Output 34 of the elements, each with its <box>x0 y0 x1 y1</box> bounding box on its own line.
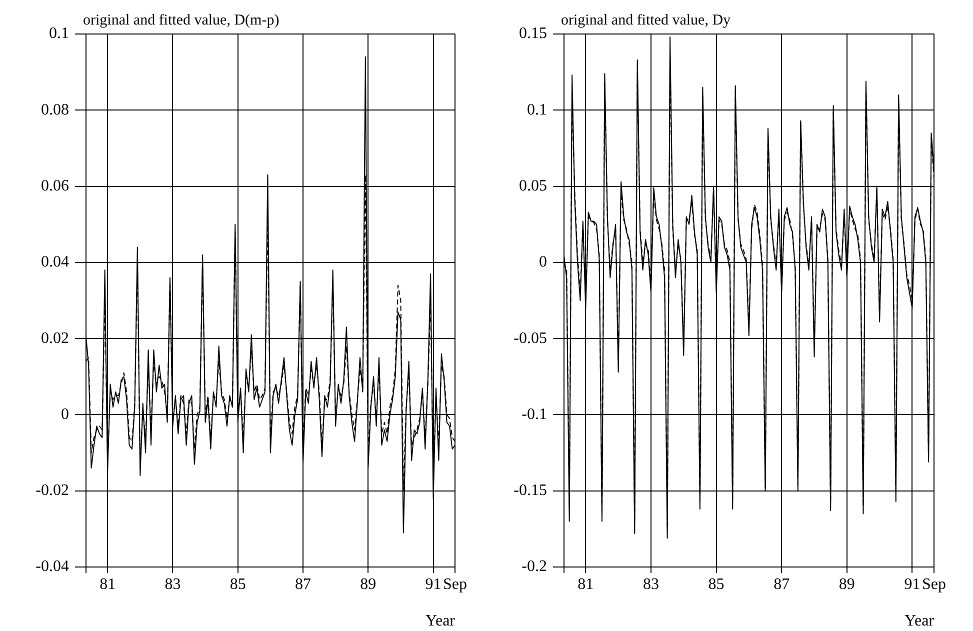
x-tick-label: Sep <box>443 576 467 593</box>
y-tick-label: -0.2 <box>522 558 547 576</box>
y-tick-label: -0.05 <box>514 330 547 347</box>
y-tick-label: 0.15 <box>519 25 547 42</box>
x-tick-label: 85 <box>708 576 724 593</box>
x-tick-label: 91 <box>425 576 442 593</box>
x-tick-label: 85 <box>230 576 246 593</box>
x-tick-label: 87 <box>774 576 790 593</box>
x-tick-label: 89 <box>838 576 855 593</box>
x-tick-label: 91 <box>904 576 920 593</box>
y-tick-label: 0 <box>61 406 69 423</box>
x-tick-label: 83 <box>642 576 659 593</box>
chart-title: original and fitted value, Dy <box>561 12 732 28</box>
y-tick-label: 0.1 <box>527 101 547 118</box>
y-tick-label: -0.02 <box>36 482 69 500</box>
y-tick-label: 0.04 <box>41 254 69 271</box>
y-tick-label: 0.08 <box>41 101 69 118</box>
y-tick-label: 0.06 <box>41 177 69 194</box>
x-axis-title: Year <box>426 612 456 630</box>
x-axis-title: Year <box>904 612 935 630</box>
y-tick-label: -0.1 <box>522 406 547 423</box>
x-tick-label: 83 <box>164 576 181 593</box>
x-tick-label: 89 <box>360 576 376 593</box>
y-tick-label: 0.05 <box>519 177 547 194</box>
y-tick-label: 0.1 <box>49 25 69 42</box>
x-tick-label: Sep <box>922 576 946 593</box>
chart-title: original and fitted value, D(m-p) <box>83 12 280 28</box>
x-tick-label: 81 <box>578 576 594 593</box>
y-tick-label: -0.15 <box>514 482 547 500</box>
x-tick-label: 81 <box>100 576 116 593</box>
y-tick-label: 0 <box>539 254 547 271</box>
y-tick-label: 0.02 <box>41 330 69 347</box>
y-tick-label: -0.04 <box>36 558 69 576</box>
x-tick-label: 87 <box>295 576 311 593</box>
